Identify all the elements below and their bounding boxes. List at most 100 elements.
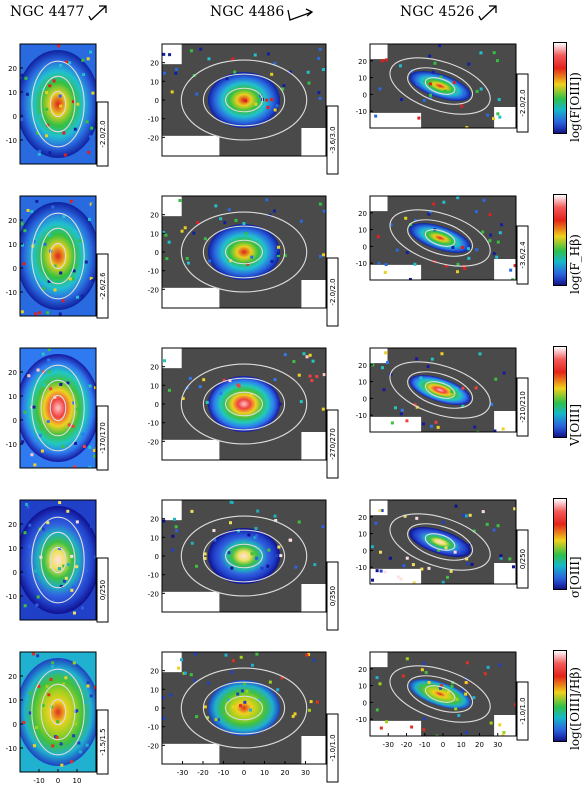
isophote-contour	[31, 60, 85, 148]
y-tick-label: -10	[6, 137, 17, 145]
y-tick-label: 10	[8, 89, 17, 97]
y-tick-label: -10	[6, 441, 17, 449]
y-tick-label: 10	[8, 697, 17, 705]
emission-blob	[207, 224, 281, 280]
isophote-contour	[407, 523, 474, 561]
map-panel: 20 10 0 -10 -2.6/2.6	[6, 195, 109, 319]
emission-blob	[20, 202, 96, 310]
isophote-contour	[202, 225, 286, 279]
isophote-contour	[424, 229, 456, 247]
y-tick-label: 10	[150, 230, 159, 238]
isophote-contour	[407, 675, 474, 713]
y-tick-label: 0	[155, 401, 159, 409]
x-tick-label: -20	[401, 741, 412, 749]
x-tick-label: 10	[457, 741, 466, 749]
y-tick-label: -10	[356, 260, 367, 268]
isophote-contour	[389, 513, 491, 571]
y-tick-label: -10	[356, 108, 367, 116]
y-tick-label: 20	[150, 60, 159, 68]
isophote-contour	[225, 695, 264, 721]
isophote-contour	[40, 531, 76, 589]
emission-blob	[207, 680, 281, 736]
emission-blob	[207, 528, 281, 584]
y-tick-label: 0	[13, 265, 17, 273]
isophote-contour	[180, 515, 308, 597]
x-tick-label: 30	[301, 769, 310, 777]
y-tick-label: 0	[363, 91, 367, 99]
y-tick-label: 10	[358, 531, 367, 539]
map-panel: 20 10 0 -10 -10 0 10 -1.5/1.5	[6, 651, 109, 785]
y-tick-label: 20	[8, 217, 17, 225]
y-tick-label: 10	[8, 545, 17, 553]
y-tick-label: 0	[363, 395, 367, 403]
map-panel: 20 10 0 -10 -20 -270/270	[148, 347, 339, 479]
emission-blob	[20, 658, 96, 766]
isophote-contour	[49, 698, 67, 726]
range-label: -2.0/2.0	[519, 89, 527, 116]
isophote-contour	[31, 516, 85, 604]
emission-blob	[207, 376, 281, 432]
x-tick-label: 10	[73, 777, 82, 785]
range-label: -210/210	[519, 391, 527, 423]
column-title-ngc4486: NGC 4486	[210, 4, 285, 20]
y-tick-label: 20	[8, 369, 17, 377]
y-tick-label: 0	[13, 569, 17, 577]
x-tick-label: 0	[441, 741, 445, 749]
y-tick-label: 0	[13, 417, 17, 425]
isophote-contour	[225, 239, 264, 265]
y-tick-label: 10	[150, 382, 159, 390]
isophote-contour	[407, 67, 474, 105]
isophote-contour	[180, 667, 308, 749]
y-tick-label: -10	[356, 716, 367, 724]
map-panel: 20 10 0 -10 0/250	[6, 499, 109, 623]
map-panel: 20 10 0 -10 0/250	[356, 499, 529, 589]
emission-blob	[409, 71, 471, 101]
range-label: -270/270	[329, 428, 337, 460]
y-tick-label: 10	[8, 241, 17, 249]
range-label: -170/170	[99, 422, 107, 454]
isophote-contour	[424, 381, 456, 399]
emission-blob	[207, 72, 281, 128]
isophote-contour	[389, 361, 491, 419]
x-tick-label: -10	[33, 777, 44, 785]
y-tick-label: -20	[148, 286, 159, 294]
map-panel: 20 10 0 -10 -20 -3.6/3.0	[148, 43, 339, 175]
x-tick-label: -10	[218, 769, 229, 777]
map-panel: 20 10 0 -10 -170/170	[6, 347, 109, 471]
y-tick-label: -10	[148, 724, 159, 732]
isophote-contour	[407, 219, 474, 257]
isophote-contour	[424, 533, 456, 551]
range-label: -1.0/1.0	[329, 734, 337, 761]
range-label: 0/250	[99, 580, 107, 600]
isophote-contour	[389, 209, 491, 267]
y-tick-label: -20	[148, 742, 159, 750]
x-tick-label: -20	[197, 769, 208, 777]
y-tick-label: -10	[148, 268, 159, 276]
orientation-arrow-icon	[88, 5, 107, 21]
emission-blob	[20, 506, 96, 614]
map-panel: 20 10 0 -10 -2.0/2.0	[356, 43, 529, 133]
x-tick-label: -30	[383, 741, 394, 749]
y-tick-label: 0	[363, 547, 367, 555]
y-tick-label: -10	[6, 289, 17, 297]
y-tick-label: 20	[8, 65, 17, 73]
y-tick-label: 10	[358, 379, 367, 387]
emission-blob	[409, 223, 471, 253]
y-tick-label: -20	[148, 438, 159, 446]
y-tick-label: 0	[363, 699, 367, 707]
y-tick-label: -20	[148, 134, 159, 142]
x-tick-label: 20	[475, 741, 484, 749]
isophote-contour	[40, 75, 76, 133]
y-tick-label: 20	[358, 210, 367, 218]
colorbar-label: V[OIII]	[568, 403, 582, 446]
isophote-contour	[40, 227, 76, 285]
isophote-contour	[180, 363, 308, 445]
y-tick-label: 10	[358, 75, 367, 83]
isophote-contour	[202, 529, 286, 583]
map-panel: 20 10 0 -10 -210/210	[356, 347, 529, 437]
y-tick-label: 10	[150, 534, 159, 542]
isophote-contour	[407, 371, 474, 409]
y-tick-label: -10	[356, 564, 367, 572]
y-tick-label: 0	[13, 721, 17, 729]
isophote-contour	[202, 681, 286, 735]
